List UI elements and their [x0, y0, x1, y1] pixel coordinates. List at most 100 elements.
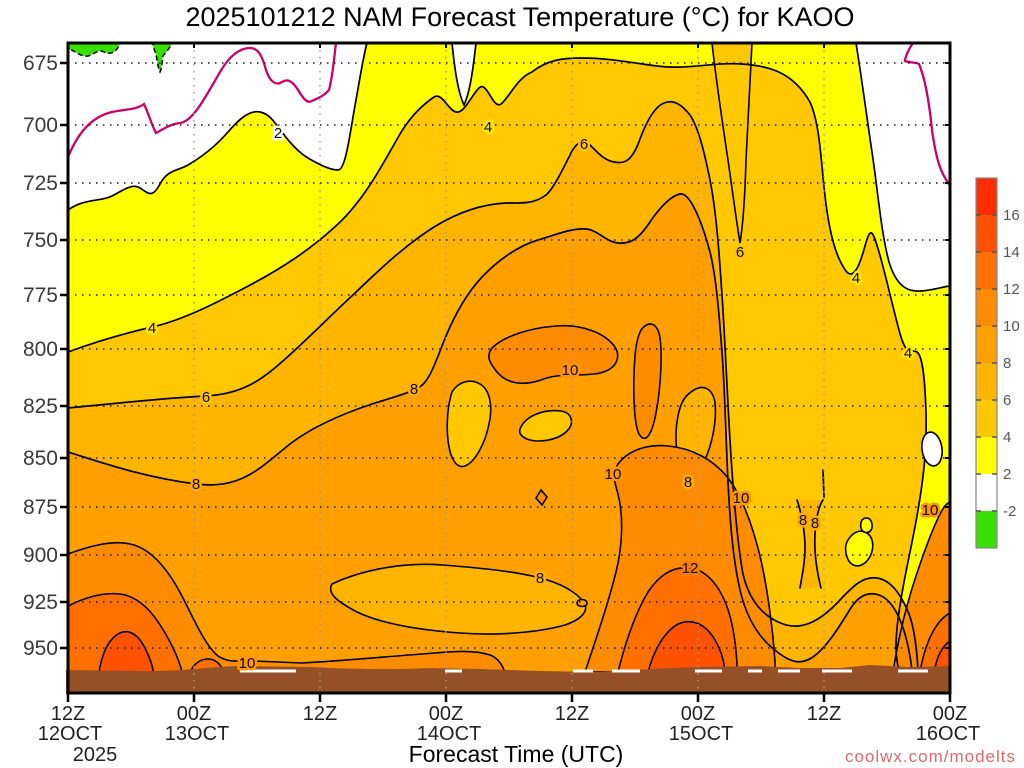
y-tick-label: 950 [23, 637, 58, 660]
contour-label: 4 [148, 320, 156, 337]
colorbar-label: 6 [1003, 392, 1011, 409]
y-tick-label: 850 [23, 447, 58, 470]
x-tick-label: 12Z [807, 703, 841, 725]
green-subzero-patches [67, 42, 174, 74]
warm-10-12-midlevel [488, 324, 619, 385]
gold-kidney-pocket [518, 409, 573, 442]
inner-ticks [193, 43, 950, 649]
colorbar-label: 4 [1003, 429, 1011, 446]
x-tick-label: 00Z [681, 703, 715, 725]
y-tick-label: 700 [23, 114, 58, 137]
freezing-line [66, 41, 951, 186]
y-axis-ticks [60, 61, 68, 650]
contour-lines [67, 42, 950, 671]
contour-label: 8 [684, 474, 692, 491]
x-axis-title: Forecast Time (UTC) [409, 741, 624, 767]
contour-label: 10 [733, 490, 750, 507]
x-tick-label: 00Z [429, 703, 463, 725]
contour-labels: 2 4 4 4 4 6 6 6 8 8 8 8 8 8 10 10 10 10 … [145, 117, 941, 675]
colorbar-segment-gt16 [976, 178, 997, 215]
colorbar-segment-4-6 [976, 400, 997, 437]
colorbar-label: 10 [1003, 318, 1020, 335]
colorbar-label: 16 [1003, 207, 1020, 224]
colorbar-label: 14 [1003, 244, 1020, 261]
colorbar-segment-ltm2 [976, 511, 997, 548]
colorbar-label: 8 [1003, 355, 1011, 372]
contour-6 [67, 100, 919, 671]
chart-title: 2025101212 NAM Forecast Temperature (°C)… [185, 2, 854, 32]
freezing-line-right [903, 41, 951, 186]
contour-2-right [855, 42, 950, 292]
contour-8-waist-right [813, 499, 824, 589]
contour-label: 10 [605, 466, 622, 483]
colorbar-segment-14-16 [976, 215, 997, 252]
y-tick-label: 750 [23, 229, 58, 252]
colorbar: 16 14 12 10 8 6 4 2 -2 [975, 177, 1020, 549]
x-axis-labels: 12Z 00Z 12Z 00Z 12Z 00Z 12Z 00Z 12OCT 13… [38, 703, 980, 767]
y-tick-label: 725 [23, 172, 58, 195]
horizontal-gridlines [68, 62, 950, 649]
x-date-label: 15OCT [669, 723, 733, 745]
contour-label: 6 [580, 136, 588, 153]
contour-8 [67, 193, 913, 671]
colorbar-segment-10-12 [976, 289, 997, 326]
colorbar-label: 12 [1003, 281, 1020, 298]
y-tick-label: 825 [23, 395, 58, 418]
gridlines [68, 43, 950, 693]
white-pocket [921, 431, 943, 467]
x-tick-label: 00Z [177, 703, 211, 725]
colorbar-segment-6-8 [976, 363, 997, 400]
y-tick-label: 775 [23, 284, 58, 307]
x-date-label: 13OCT [165, 723, 229, 745]
y-tick-label: 875 [23, 496, 58, 519]
contour-label: 8 [799, 512, 807, 529]
colorbar-label: -2 [1003, 503, 1016, 520]
green-patch-2 [150, 42, 174, 74]
y-tick-label: 800 [23, 338, 58, 361]
y-tick-label: 900 [23, 544, 58, 567]
x-tick-label: 12Z [303, 703, 337, 725]
contour-label: 10 [922, 502, 939, 519]
axes [60, 41, 952, 702]
tiny-closed-contour [576, 598, 588, 608]
contour-label: 6 [202, 389, 210, 406]
colorbar-segments [975, 177, 998, 549]
y-axis-labels: 675 700 725 750 775 800 825 850 875 900 … [23, 52, 58, 660]
colorbar-segment-12-14 [976, 252, 997, 289]
x-tick-label: 12Z [555, 703, 589, 725]
contour-4 [67, 57, 928, 671]
contour-2-left [67, 42, 368, 211]
contour-label: 8 [536, 570, 544, 587]
warm-10-12-sliver [633, 323, 662, 440]
colorbar-segment-2-4 [976, 437, 997, 474]
warm-10-12-lowerleft [67, 541, 505, 673]
colorbar-segment-8-10 [976, 326, 997, 363]
x-year-label: 2025 [73, 744, 118, 766]
y-tick-label: 925 [23, 591, 58, 614]
warm-14-16-lowerright [646, 620, 726, 673]
warm-10-12-diamond [535, 488, 548, 507]
x-date-label: 12OCT [38, 723, 102, 745]
x-tick-label: 12Z [51, 703, 85, 725]
gold-tongue-pocket [446, 380, 492, 468]
terrain [66, 665, 951, 694]
contour-label: 6 [736, 244, 744, 261]
watermark: coolwx.com/modelts [845, 747, 1016, 766]
temperature-bands [67, 42, 951, 694]
tiny-sliver-contour [822, 469, 825, 498]
freezing-line-left [66, 41, 338, 159]
green-patch-1 [67, 42, 121, 57]
contour-label: 4 [852, 270, 860, 287]
contour-label: 2 [274, 125, 282, 142]
colorbar-segment-m2-2 [976, 474, 997, 511]
y-tick-label: 675 [23, 52, 58, 75]
x-tick-label: 00Z [933, 703, 967, 725]
x-date-label: 16OCT [916, 723, 980, 745]
colorbar-labels: 16 14 12 10 8 6 4 2 -2 [1003, 207, 1020, 520]
contour-label: 4 [904, 345, 912, 362]
plot-frame [66, 41, 952, 695]
contour-8-waist-left [796, 499, 806, 589]
contour-label: 12 [682, 560, 699, 577]
